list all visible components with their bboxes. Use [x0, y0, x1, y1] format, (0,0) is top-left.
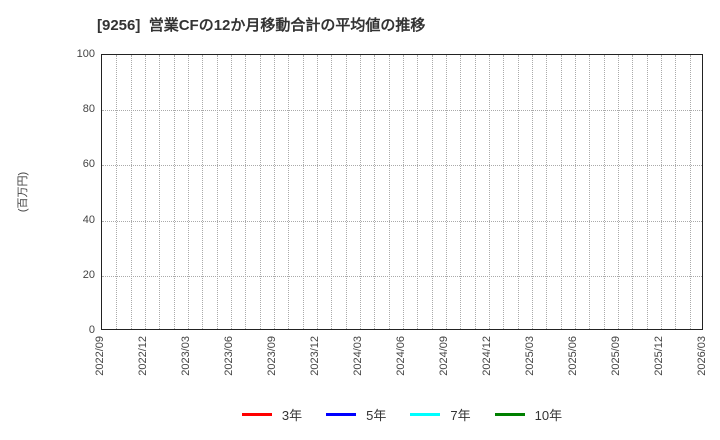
- x-tick-label: 2025/09: [610, 336, 622, 376]
- y-tick-label: 40: [82, 213, 95, 226]
- v-gridline: [532, 55, 533, 329]
- v-gridline: [302, 55, 304, 329]
- v-gridline: [460, 55, 462, 329]
- x-tick-label: 2023/03: [180, 336, 192, 376]
- x-tick-label: 2024/03: [352, 336, 364, 376]
- v-gridline: [431, 55, 433, 329]
- v-gridline: [202, 55, 204, 329]
- legend-item: 7年: [410, 405, 471, 424]
- v-gridline: [661, 55, 662, 329]
- v-gridline: [188, 55, 189, 329]
- plot-area: [101, 54, 703, 330]
- x-tick-label: 2025/12: [653, 336, 665, 376]
- v-gridline: [560, 55, 562, 329]
- x-tick-label: 2023/09: [266, 336, 278, 376]
- v-gridline: [231, 55, 232, 329]
- v-gridline: [646, 55, 648, 329]
- v-gridline: [546, 55, 548, 329]
- v-gridline: [159, 55, 161, 329]
- v-gridline: [331, 55, 333, 329]
- x-tick-label: 2023/06: [223, 336, 235, 376]
- chart-title: [9256] 営業CFの12か月移動合計の平均値の推移: [97, 17, 426, 34]
- v-gridline: [689, 55, 691, 329]
- v-gridline: [503, 55, 505, 329]
- v-gridline: [259, 55, 261, 329]
- legend-label: 7年: [450, 407, 471, 423]
- v-gridline: [245, 55, 247, 329]
- legend-item: 5年: [326, 405, 386, 424]
- y-tick-label: 60: [82, 158, 95, 171]
- v-gridline: [145, 55, 146, 329]
- v-gridline: [374, 55, 376, 329]
- y-tick-label: 20: [82, 268, 95, 281]
- x-tick-label: 2022/09: [94, 336, 106, 376]
- legend-item: 3年: [241, 405, 303, 424]
- v-gridline: [345, 55, 347, 329]
- x-tick-label: 2023/12: [309, 336, 321, 376]
- h-gridline: [102, 165, 702, 167]
- y-axis-label: (百万円): [17, 171, 29, 213]
- legend-line-swatch: [241, 412, 272, 416]
- h-gridline: [102, 275, 702, 277]
- x-tick-label: 2024/06: [395, 336, 407, 376]
- legend-item: 10年: [494, 405, 563, 424]
- y-tick-label: 0: [88, 324, 95, 336]
- legend-line-swatch: [494, 412, 525, 416]
- legend-line-swatch: [410, 412, 441, 416]
- v-gridline: [618, 55, 619, 329]
- v-gridline: [446, 55, 447, 329]
- v-gridline: [603, 55, 605, 329]
- v-gridline: [116, 55, 118, 329]
- v-gridline: [417, 55, 419, 329]
- v-gridline: [216, 55, 218, 329]
- x-tick-label: 2025/03: [524, 336, 536, 376]
- h-gridline: [102, 220, 702, 222]
- legend-label: 5年: [366, 407, 387, 423]
- v-gridline: [632, 55, 634, 329]
- x-tick-label: 2024/09: [438, 336, 450, 376]
- x-tick-label: 2022/12: [137, 336, 149, 376]
- h-gridline: [102, 110, 702, 112]
- legend-line-swatch: [326, 412, 357, 416]
- v-gridline: [517, 55, 519, 329]
- v-gridline: [288, 55, 290, 329]
- v-gridline: [388, 55, 390, 329]
- v-gridline: [403, 55, 404, 329]
- x-tick-label: 2024/12: [481, 336, 493, 376]
- y-tick-label: 100: [76, 48, 95, 60]
- y-tick-label: 80: [82, 103, 95, 116]
- v-gridline: [130, 55, 132, 329]
- legend-label: 3年: [281, 407, 303, 423]
- legend-label: 10年: [534, 407, 563, 423]
- legend: 3年 5年 7年 10年: [101, 403, 703, 425]
- v-gridline: [589, 55, 591, 329]
- x-tick-label: 2026/03: [696, 336, 708, 376]
- v-gridline: [360, 55, 361, 329]
- x-tick-label: 2025/06: [567, 336, 579, 376]
- v-gridline: [317, 55, 318, 329]
- v-gridline: [489, 55, 490, 329]
- v-gridline: [675, 55, 677, 329]
- v-gridline: [274, 55, 275, 329]
- v-gridline: [173, 55, 175, 329]
- v-gridline: [474, 55, 476, 329]
- v-gridline: [575, 55, 576, 329]
